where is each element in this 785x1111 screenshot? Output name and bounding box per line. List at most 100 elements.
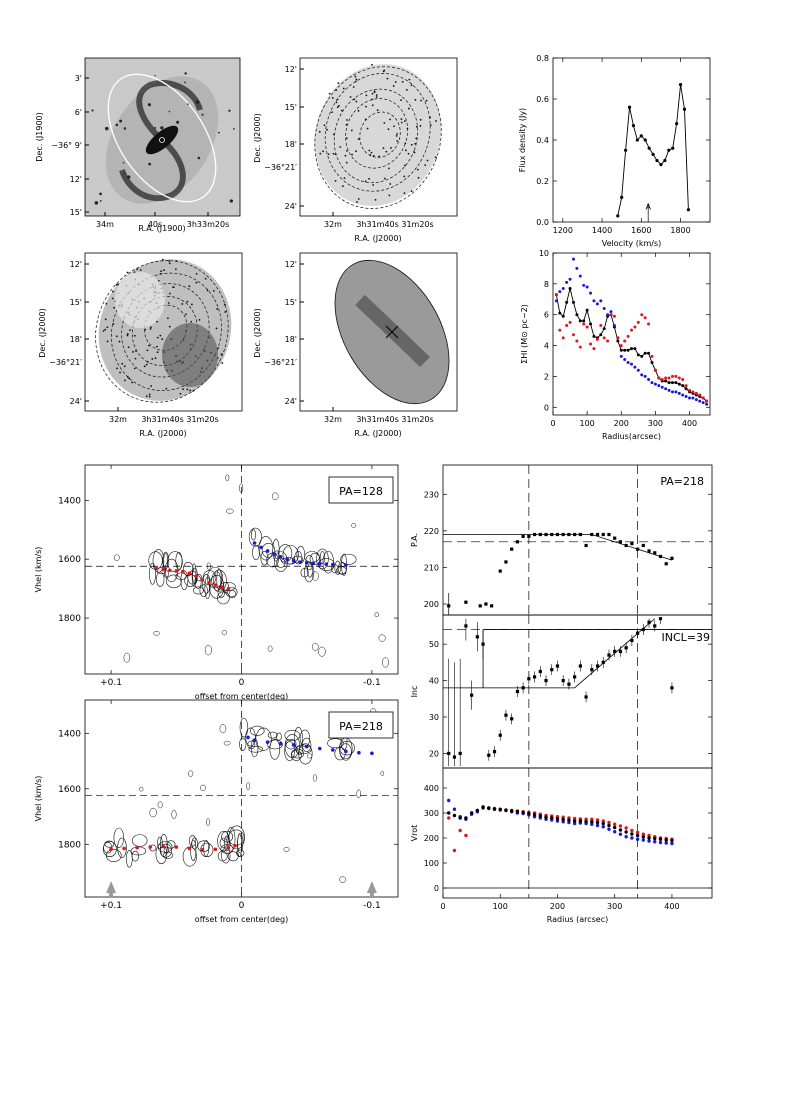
inc-point [527,677,531,681]
vrot-point-approaching [618,832,623,836]
vrot-point-mean [481,805,485,810]
density-point-mean [599,333,603,337]
contour-dot [134,334,136,337]
inc-point [635,631,640,635]
rotation-curve-point-approaching [311,561,316,566]
inc-point [613,649,617,654]
y-axis-label: Vrot [410,825,419,842]
density-point-receding [701,396,705,400]
contour-dot [416,168,419,171]
contour-dot [405,88,408,91]
contour-dot [356,201,358,203]
inc-point [475,635,479,639]
density-point-approaching [640,373,644,377]
pv-noise-contour [339,876,347,883]
star [170,134,173,136]
contour [95,260,229,403]
ra-tick-label: 32m [324,415,342,424]
rotation-curve-point-approaching [291,559,296,563]
arrow-stem [109,893,114,897]
pv-noise-contour [351,523,357,528]
contour-dot [102,329,105,332]
contour-dot [323,124,326,127]
y-axis-label: Flux density (Jy) [518,108,527,172]
x-tick-label: 300 [607,902,622,911]
chart-rotation-velocity: 0 100 200 300 400 Vrot 0 100 200 300 400 Radius (ar… [410,767,713,924]
contour-dot [150,385,152,387]
rotation-curve-point-approaching [278,555,283,559]
density-point-receding [589,342,593,346]
rotation-curve-point-approaching [344,749,348,754]
contour-dot [414,98,417,101]
pv-contour [224,835,230,852]
vrot-point-mean [504,808,508,812]
density-point-receding [565,324,569,328]
contour-dot [192,390,195,392]
y-tick-label: 200 [424,834,439,843]
panel-title: PA=218 [660,475,704,488]
pv-noise-contour [149,807,157,818]
x-tick-label: 0 [550,419,555,428]
density-point-approaching [643,374,647,378]
y-tick-label: 1400 [58,729,81,739]
pv-contour [340,553,357,565]
plot-frame [442,767,713,899]
contour-dot [224,311,227,313]
pv-contour [202,570,217,586]
profile-point [643,138,647,142]
density-point-mean [616,339,620,343]
pv-contour [319,551,326,565]
vrot-point-approaching [658,840,663,845]
contour-dot [174,268,177,271]
contour-dot [154,357,157,360]
velocity-region-dark [162,323,218,387]
contour-dot [328,92,331,95]
density-point-approaching [578,274,582,278]
ra-tick-label: 32m [324,220,342,229]
x-axis-label: Radius (arcsec) [547,915,609,924]
density-point-receding [674,374,678,378]
vrot-point-mean [550,816,554,820]
plot-frame [299,252,458,412]
x-axis-label: Velocity (km/s) [602,239,661,248]
plot-frame [84,57,241,217]
contour-dot [404,149,407,152]
ra-tick-label: 3h31m40s 31m20s [141,415,218,424]
pa-point [498,569,502,573]
pv-contour [261,543,276,558]
pv-noise-contour [139,786,144,792]
y-tick-label: 6 [544,311,549,320]
contour-dot [145,395,148,397]
star [127,175,131,179]
inc-point [647,620,651,624]
density-point-mean [558,311,562,315]
star [99,192,102,196]
density-point-mean [677,382,681,386]
density-point-receding [558,328,562,332]
pv-noise-contour [271,492,279,501]
pv-contour [219,581,236,592]
contour-dot [396,140,399,142]
vrot-point-approaching [624,835,628,839]
inc-point [630,638,634,643]
pv-contour [247,740,256,750]
contour-dot [332,133,335,136]
density-point-approaching [623,357,627,361]
pv-noise-contour [206,818,210,826]
contour [314,66,442,209]
pa-point [464,600,468,604]
density-point-receding [684,384,688,388]
density-point-approaching [636,368,640,372]
contour-dot [364,180,367,183]
density-point-mean [589,322,593,326]
pv-noise-contour [306,753,313,759]
contour-dot [388,194,391,197]
x-tick-label: -0.1 [363,678,381,688]
profile-point [678,83,683,87]
density-point-receding [606,339,610,343]
profile-point [624,148,628,152]
x-tick-label: 100 [579,419,594,428]
pv-contour [203,840,210,857]
contour-dot [415,125,418,128]
vrot-point-approaching [641,838,646,842]
